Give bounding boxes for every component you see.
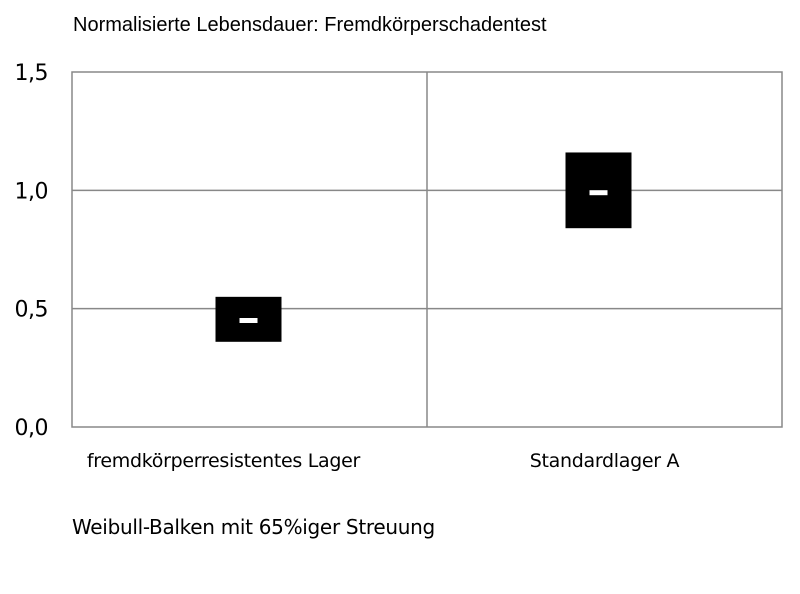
tick-layer: 0,0 0,5 1,0 1,5 [15, 61, 49, 441]
y-tick-label: 1,5 [15, 61, 49, 86]
category-label: Standardlager A [530, 450, 680, 472]
category-label-layer: fremdkörperresistentes Lager Standardlage… [87, 450, 680, 472]
median-marker [589, 190, 608, 196]
y-tick-label: 0,0 [15, 416, 49, 441]
chart-title: Normalisierte Lebensdauer: Fremdkörpersc… [73, 14, 547, 36]
y-tick-label: 1,0 [15, 179, 49, 204]
chart-annotation: Weibull-Balken mit 65%iger Streuung [72, 515, 435, 539]
bar-layer [215, 152, 632, 342]
grid-layer [71, 71, 783, 428]
median-marker [239, 318, 258, 323]
category-label: fremdkörperresistentes Lager [87, 450, 361, 472]
y-tick-label: 0,5 [15, 298, 49, 323]
